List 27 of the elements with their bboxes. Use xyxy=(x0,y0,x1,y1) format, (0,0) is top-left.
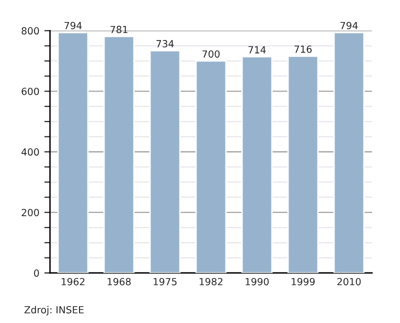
x-tick-label: 1968 xyxy=(108,278,131,286)
data-label: 781 xyxy=(110,26,128,34)
y-tick-label: 400 xyxy=(22,148,39,156)
x-tick-label: 2010 xyxy=(337,278,361,286)
y-tick-label: 800 xyxy=(22,27,39,35)
data-label: 700 xyxy=(202,50,220,58)
text: Zdroj: INSEE xyxy=(24,306,84,316)
bar xyxy=(195,60,227,273)
bar xyxy=(333,32,365,273)
data-label: 794 xyxy=(64,22,82,30)
data-label: 734 xyxy=(156,40,174,48)
bar xyxy=(57,32,89,273)
x-tick-label: 1975 xyxy=(154,278,177,286)
bar xyxy=(103,36,135,273)
data-label: 714 xyxy=(248,46,266,54)
bar xyxy=(287,55,319,273)
y-tick-label: 600 xyxy=(22,88,39,96)
data-label: 716 xyxy=(294,45,312,53)
y-tick-label: 200 xyxy=(22,208,39,216)
x-tick-label: 1962 xyxy=(62,278,84,286)
x-tick-label: 1990 xyxy=(246,278,269,286)
x-tick-label: 1999 xyxy=(292,278,315,286)
data-label: 794 xyxy=(340,22,358,30)
x-tick-label: 1982 xyxy=(200,278,222,286)
bar xyxy=(149,50,181,273)
bar xyxy=(241,56,273,273)
y-tick-label: 0 xyxy=(34,269,39,277)
